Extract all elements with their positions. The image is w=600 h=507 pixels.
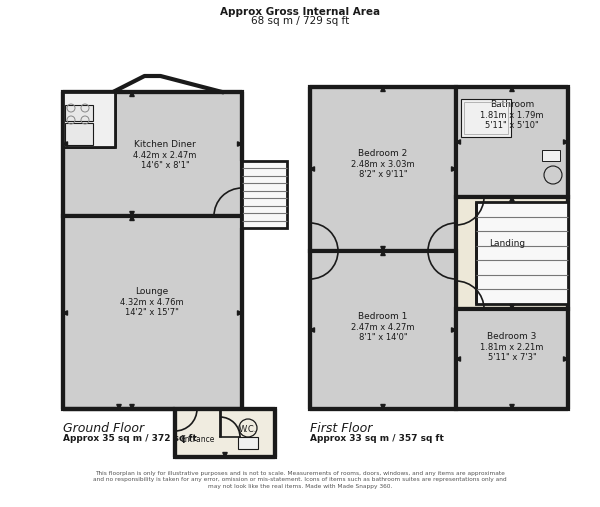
Polygon shape xyxy=(456,197,568,309)
Text: 2.47m x 4.27m: 2.47m x 4.27m xyxy=(351,323,415,332)
Bar xyxy=(63,92,115,147)
Text: Ground Floor: Ground Floor xyxy=(63,422,144,435)
Polygon shape xyxy=(238,142,242,146)
Text: Bathroom: Bathroom xyxy=(490,100,534,109)
Polygon shape xyxy=(563,140,568,144)
Text: W.C.: W.C. xyxy=(239,425,257,434)
Text: 1.81m x 1.79m: 1.81m x 1.79m xyxy=(480,111,544,120)
Polygon shape xyxy=(310,251,456,409)
Bar xyxy=(65,105,93,121)
Bar xyxy=(238,437,258,449)
Polygon shape xyxy=(456,140,461,144)
Text: 4.42m x 2.47m: 4.42m x 2.47m xyxy=(133,151,197,160)
Polygon shape xyxy=(223,453,227,457)
Polygon shape xyxy=(238,311,242,315)
Text: 14'6" x 8'1": 14'6" x 8'1" xyxy=(140,161,190,170)
Text: 68 sq m / 729 sq ft: 68 sq m / 729 sq ft xyxy=(251,16,349,26)
Polygon shape xyxy=(63,311,68,315)
Text: Landing: Landing xyxy=(489,239,525,248)
Bar xyxy=(542,150,560,161)
Text: 8'2" x 9'11": 8'2" x 9'11" xyxy=(359,170,407,179)
Polygon shape xyxy=(456,357,461,361)
Polygon shape xyxy=(510,305,514,309)
Polygon shape xyxy=(175,409,275,457)
Text: 2.48m x 3.03m: 2.48m x 3.03m xyxy=(351,160,415,169)
Polygon shape xyxy=(381,87,385,91)
Text: Bedroom 3: Bedroom 3 xyxy=(487,332,536,341)
Polygon shape xyxy=(310,87,456,251)
Polygon shape xyxy=(310,167,314,171)
Text: 8'1" x 14'0": 8'1" x 14'0" xyxy=(359,333,407,342)
Polygon shape xyxy=(63,216,242,409)
Text: Entrance: Entrance xyxy=(180,435,214,444)
Polygon shape xyxy=(130,211,134,216)
Polygon shape xyxy=(510,87,514,91)
Bar xyxy=(464,102,508,134)
Text: Bedroom 2: Bedroom 2 xyxy=(358,149,407,158)
Text: 5'11" x 7'3": 5'11" x 7'3" xyxy=(488,353,536,362)
Polygon shape xyxy=(456,309,568,409)
Polygon shape xyxy=(381,246,385,251)
Text: Bedroom 1: Bedroom 1 xyxy=(358,312,407,321)
Text: 5'11" x 5'10": 5'11" x 5'10" xyxy=(485,121,539,130)
Polygon shape xyxy=(510,405,514,409)
Polygon shape xyxy=(563,357,568,361)
Polygon shape xyxy=(510,197,514,201)
Polygon shape xyxy=(130,216,134,221)
Polygon shape xyxy=(452,167,456,171)
Text: Approx Gross Internal Area: Approx Gross Internal Area xyxy=(220,7,380,17)
Polygon shape xyxy=(117,405,121,409)
Polygon shape xyxy=(381,251,385,256)
Bar xyxy=(476,202,568,304)
Text: Approx 35 sq m / 372 sq ft: Approx 35 sq m / 372 sq ft xyxy=(63,434,197,443)
Polygon shape xyxy=(381,405,385,409)
Text: 14'2" x 15'7": 14'2" x 15'7" xyxy=(125,308,179,317)
Polygon shape xyxy=(130,92,134,96)
Polygon shape xyxy=(452,328,456,332)
Polygon shape xyxy=(310,328,314,332)
Text: Kitchen Diner: Kitchen Diner xyxy=(134,140,196,149)
Polygon shape xyxy=(63,142,68,146)
Text: 1.81m x 2.21m: 1.81m x 2.21m xyxy=(481,343,544,352)
Text: Lounge: Lounge xyxy=(136,287,169,296)
Polygon shape xyxy=(130,405,134,409)
Bar xyxy=(461,99,511,137)
Text: Approx 33 sq m / 357 sq ft: Approx 33 sq m / 357 sq ft xyxy=(310,434,444,443)
Polygon shape xyxy=(456,87,568,197)
Bar xyxy=(242,161,287,228)
Polygon shape xyxy=(63,92,242,216)
Text: 4.32m x 4.76m: 4.32m x 4.76m xyxy=(120,298,184,307)
Text: First Floor: First Floor xyxy=(310,422,373,435)
Polygon shape xyxy=(63,92,115,147)
Text: This floorplan is only for illustrative purposes and is not to scale. Measuremen: This floorplan is only for illustrative … xyxy=(93,471,507,489)
Bar xyxy=(65,123,93,145)
